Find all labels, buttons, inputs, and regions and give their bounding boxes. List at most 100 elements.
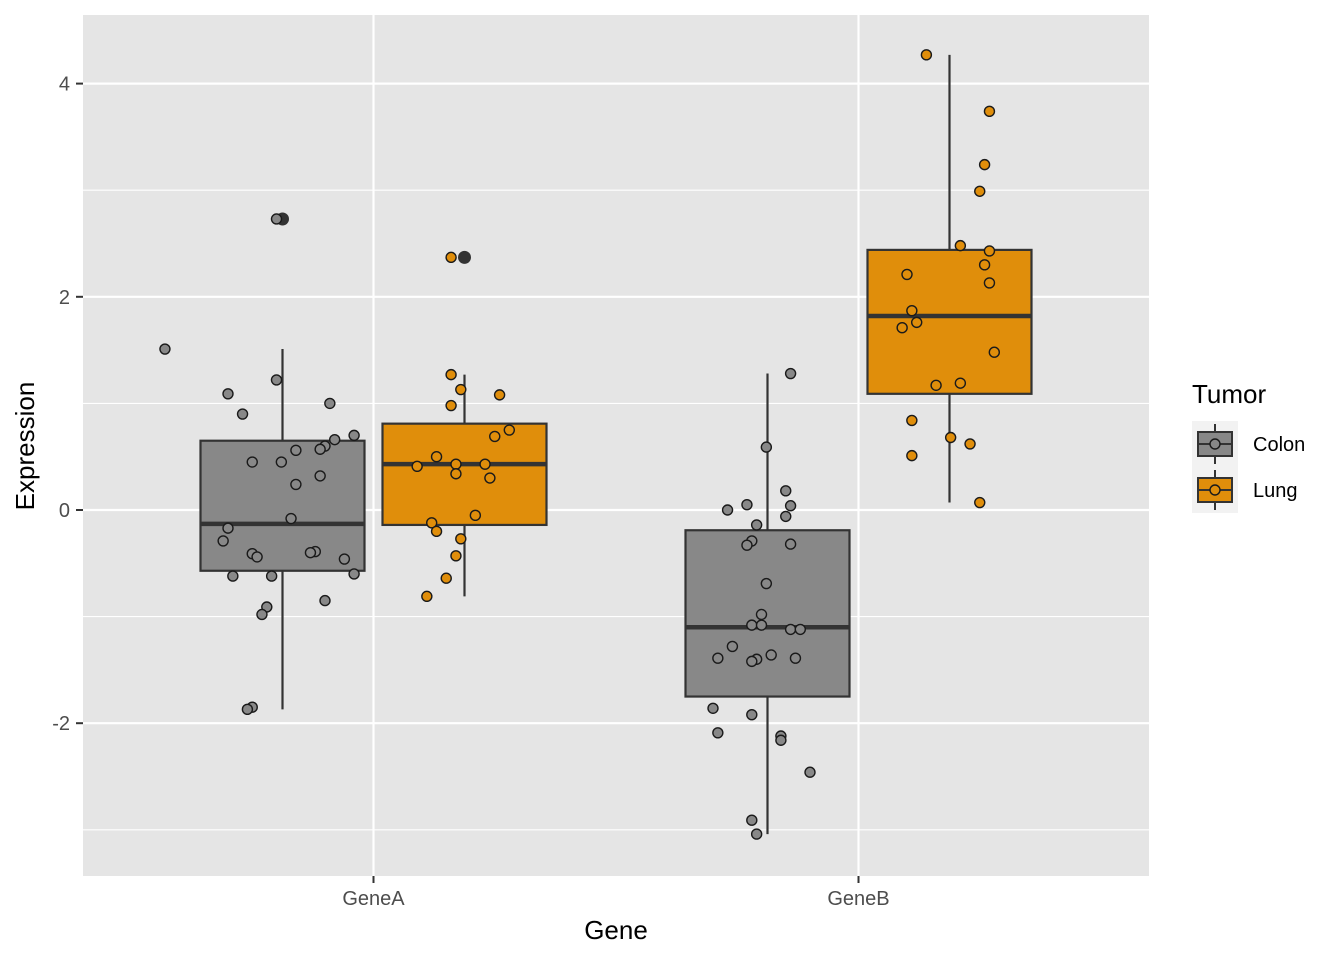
data-point: [227, 570, 239, 582]
box-colon-genea: [199, 439, 366, 572]
data-point: [755, 619, 768, 631]
legend-label: Lung: [1253, 480, 1298, 502]
data-point: [290, 444, 302, 457]
data-point: [954, 377, 967, 389]
data-point: [338, 553, 351, 565]
data-point: [746, 814, 758, 826]
data-point: [421, 590, 433, 603]
data-point: [251, 551, 263, 563]
data-point: [479, 458, 491, 470]
x-tick-label: GeneB: [827, 888, 889, 910]
data-point: [314, 443, 326, 455]
data-point: [246, 456, 258, 468]
data-point: [988, 346, 1000, 358]
x-tick-label: GeneA: [342, 888, 405, 910]
data-point: [901, 268, 913, 281]
legend-key-point: [1209, 438, 1221, 450]
data-point: [784, 367, 797, 380]
outlier-point: [458, 250, 471, 264]
data-point: [974, 185, 986, 197]
data-point: [285, 512, 297, 525]
jitter-points: [159, 49, 1000, 840]
data-point: [484, 472, 496, 484]
data-point: [789, 652, 802, 664]
data-point: [450, 468, 462, 480]
y-tick-label: -2: [52, 713, 70, 735]
legend-label: Colon: [1253, 434, 1305, 456]
data-point: [746, 655, 758, 668]
data-point: [930, 379, 942, 391]
boxes: [199, 248, 1033, 698]
data-point: [450, 458, 462, 470]
data-point: [236, 408, 249, 420]
data-point: [445, 251, 457, 264]
data-point: [270, 374, 283, 386]
legend-key-colon: Colon: [1192, 421, 1305, 467]
data-point: [746, 619, 758, 631]
data-point: [275, 456, 288, 468]
legend-title: Tumor: [1192, 379, 1266, 409]
data-point: [784, 538, 797, 550]
legend: Tumor Colon Lung: [1192, 379, 1305, 513]
data-point: [784, 500, 797, 512]
data-point: [290, 478, 302, 491]
data-point: [741, 498, 753, 511]
data-point: [954, 239, 967, 252]
data-point: [445, 368, 457, 381]
box-colon-geneb: [684, 529, 851, 698]
data-point: [348, 568, 360, 580]
y-axis-title: Expression: [10, 382, 40, 511]
y-tick-label: 0: [59, 500, 70, 522]
x-axis-title: Gene: [584, 915, 648, 945]
data-point: [450, 550, 462, 562]
y-axis: -2 0 2 4: [52, 74, 83, 735]
data-point: [324, 397, 336, 410]
data-point: [721, 504, 734, 516]
y-tick-label: 2: [59, 287, 70, 309]
legend-key-point: [1209, 484, 1221, 496]
data-point: [430, 525, 443, 538]
data-point: [760, 441, 773, 453]
data-point: [329, 433, 341, 446]
data-point: [304, 546, 317, 559]
data-point: [741, 539, 753, 551]
data-point: [983, 277, 996, 289]
data-point: [974, 496, 986, 509]
data-point: [983, 245, 996, 257]
data-point: [780, 485, 792, 497]
data-point: [964, 438, 976, 450]
data-point: [222, 522, 234, 534]
data-point: [760, 577, 773, 590]
data-point: [426, 517, 438, 529]
data-point: [265, 570, 278, 582]
data-point: [906, 414, 918, 427]
data-point: [726, 640, 739, 653]
data-point: [780, 510, 792, 523]
x-axis: GeneA GeneB: [342, 876, 890, 910]
data-point: [348, 429, 360, 442]
data-point: [765, 649, 777, 661]
data-point: [755, 608, 768, 621]
data-point: [978, 259, 991, 271]
data-point: [256, 608, 268, 621]
data-point: [314, 470, 326, 482]
y-tick-label: 4: [59, 74, 70, 96]
data-point: [896, 322, 908, 334]
data-point: [746, 708, 758, 721]
data-point: [241, 703, 254, 716]
data-point: [445, 399, 457, 412]
data-point: [784, 623, 797, 636]
box-lung-genea: [381, 422, 548, 527]
data-point: [489, 430, 501, 443]
legend-key-lung: Lung: [1192, 467, 1298, 513]
data-point: [222, 388, 234, 400]
data-point: [707, 702, 719, 714]
data-point: [750, 519, 763, 531]
data-point: [804, 766, 816, 778]
data-point: [159, 343, 171, 355]
data-point: [493, 389, 506, 401]
data-point: [983, 105, 996, 118]
data-point: [270, 213, 283, 225]
